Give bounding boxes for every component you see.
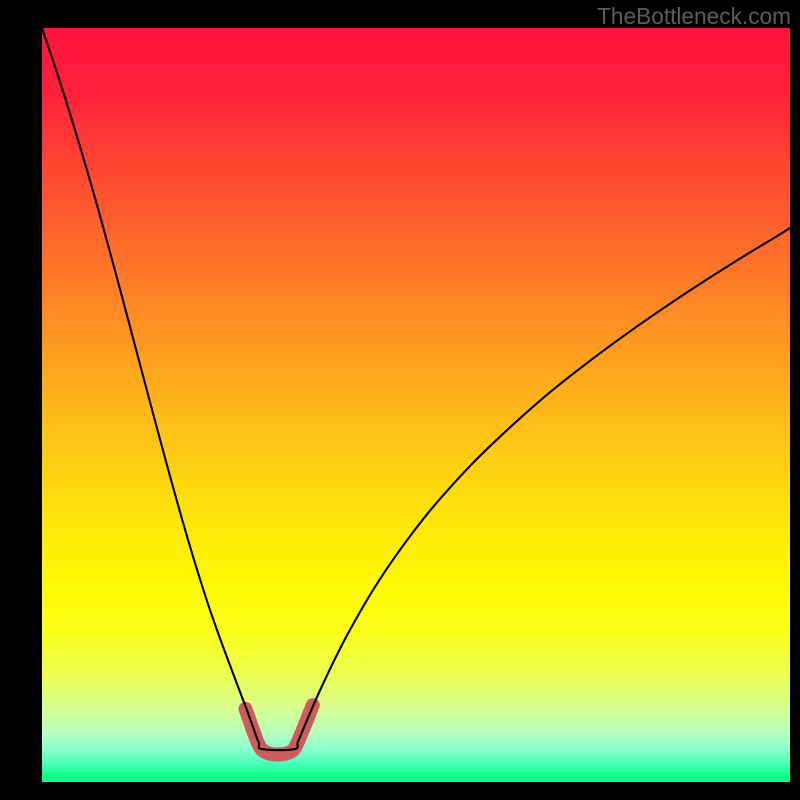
stage: TheBottleneck.com [0,0,800,800]
gradient-background [42,28,790,782]
watermark-text: TheBottleneck.com [597,3,791,30]
chart-svg [0,0,800,800]
